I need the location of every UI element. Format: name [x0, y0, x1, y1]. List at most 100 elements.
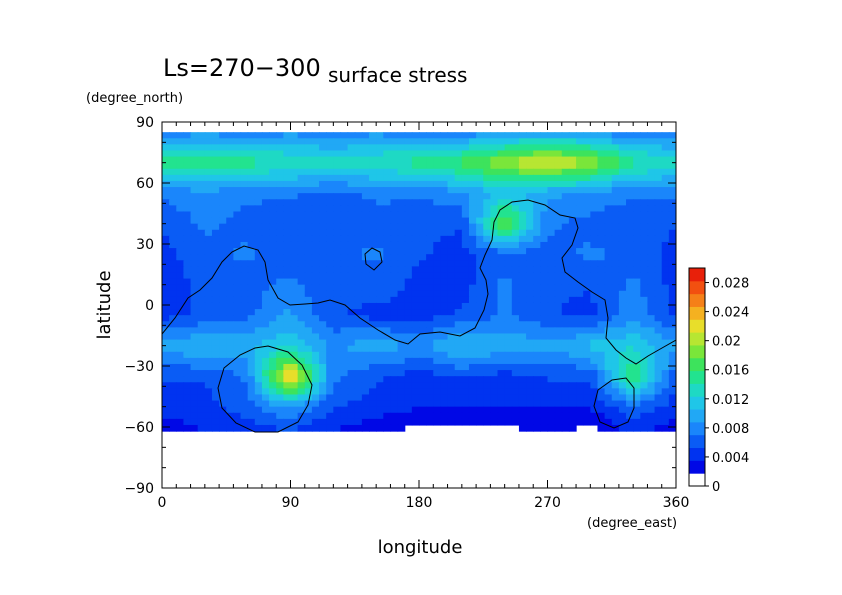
heatmap-cell — [347, 211, 356, 219]
heatmap-cell — [340, 132, 349, 139]
heatmap-cell — [426, 388, 434, 396]
heatmap-cell — [176, 394, 185, 402]
heatmap-cell — [611, 211, 620, 219]
heatmap-cell — [304, 412, 313, 420]
heatmap-cell — [654, 388, 663, 396]
heatmap-cell — [169, 302, 177, 310]
heatmap-cell — [240, 315, 249, 322]
heatmap-cell — [361, 321, 370, 328]
heatmap-cell — [554, 174, 563, 182]
heatmap-cell — [654, 144, 663, 152]
heatmap-cell — [383, 388, 392, 396]
heatmap-cell — [162, 241, 170, 249]
heatmap-cell — [354, 260, 363, 267]
heatmap-cell — [369, 382, 377, 389]
heatmap-cell — [647, 339, 656, 347]
heatmap-cell — [290, 229, 299, 237]
heatmap-cell — [626, 168, 634, 176]
heatmap-cell — [454, 290, 463, 298]
heatmap-cell — [433, 382, 442, 389]
heatmap-cell — [240, 138, 249, 145]
heatmap-cell — [347, 327, 356, 335]
heatmap-cell — [176, 370, 185, 377]
heatmap-cell — [247, 351, 256, 359]
heatmap-cell — [590, 254, 599, 261]
heatmap-cell — [333, 302, 342, 310]
heatmap-cell — [169, 363, 177, 371]
heatmap-cell — [504, 400, 513, 408]
heatmap-cell — [647, 327, 656, 335]
heatmap-cell — [304, 174, 313, 182]
heatmap-cell — [661, 156, 670, 164]
heatmap-cell — [269, 187, 277, 194]
heatmap-cell — [326, 199, 334, 206]
heatmap-cell — [197, 290, 206, 298]
heatmap-cell — [504, 278, 513, 286]
heatmap-cell — [504, 333, 513, 341]
heatmap-cell — [162, 272, 170, 280]
heatmap-cell — [576, 156, 584, 164]
heatmap-cell — [211, 180, 220, 188]
heatmap-cell — [326, 302, 334, 310]
heatmap-cell — [226, 266, 234, 274]
heatmap-cell — [447, 144, 456, 152]
heatmap-cell — [162, 302, 170, 310]
heatmap-cell — [554, 394, 563, 402]
heatmap-cell — [518, 406, 527, 414]
heatmap-cell — [304, 272, 313, 280]
heatmap-cell — [554, 284, 563, 292]
heatmap-cell — [326, 418, 334, 426]
heatmap-cell — [169, 174, 177, 182]
heatmap-cell — [611, 254, 620, 261]
heatmap-cell — [561, 315, 570, 322]
heatmap-cell — [411, 132, 420, 139]
heatmap-cell — [533, 339, 541, 347]
heatmap-cell — [526, 211, 534, 219]
heatmap-cell — [183, 382, 192, 389]
heatmap-cell — [540, 223, 549, 231]
heatmap-cell — [361, 235, 370, 243]
heatmap-cell — [497, 180, 506, 188]
heatmap-cell — [447, 217, 456, 225]
heatmap-cell — [304, 357, 313, 365]
heatmap-cell — [290, 144, 299, 152]
heatmap-cell — [468, 296, 477, 304]
heatmap-cell — [468, 162, 477, 170]
heatmap-cell — [304, 248, 313, 255]
heatmap-cell — [440, 132, 449, 139]
heatmap-cell — [647, 217, 656, 225]
heatmap-cell — [533, 211, 541, 219]
heatmap-cell — [283, 248, 292, 255]
colorbar-segment — [689, 293, 705, 307]
heatmap-cell — [211, 217, 220, 225]
heatmap-cell — [311, 241, 320, 249]
heatmap-cell — [290, 309, 299, 316]
heatmap-cell — [440, 211, 449, 219]
heatmap-cell — [618, 412, 627, 420]
heatmap-cell — [376, 156, 384, 164]
heatmap-cell — [347, 309, 356, 316]
heatmap-cell — [354, 168, 363, 176]
heatmap-cell — [376, 400, 384, 408]
heatmap-cell — [411, 193, 420, 200]
heatmap-cell — [190, 321, 199, 328]
heatmap-cell — [254, 156, 263, 164]
heatmap-cell — [476, 235, 484, 243]
heatmap-cell — [561, 412, 570, 420]
heatmap-cell — [490, 296, 499, 304]
heatmap-cell — [162, 132, 170, 139]
heatmap-cell — [269, 211, 277, 219]
heatmap-cell — [397, 406, 406, 414]
heatmap-cell — [304, 394, 313, 402]
heatmap-cell — [369, 412, 377, 420]
heatmap-cell — [319, 284, 327, 292]
heatmap-cell — [647, 254, 656, 261]
heatmap-cell — [233, 333, 242, 341]
heatmap-cell — [340, 400, 349, 408]
heatmap-cell — [476, 229, 484, 237]
heatmap-cell — [204, 162, 213, 170]
heatmap-cell — [483, 162, 491, 170]
heatmap-cell — [169, 235, 177, 243]
heatmap-cell — [561, 156, 570, 164]
heatmap-cell — [461, 296, 470, 304]
